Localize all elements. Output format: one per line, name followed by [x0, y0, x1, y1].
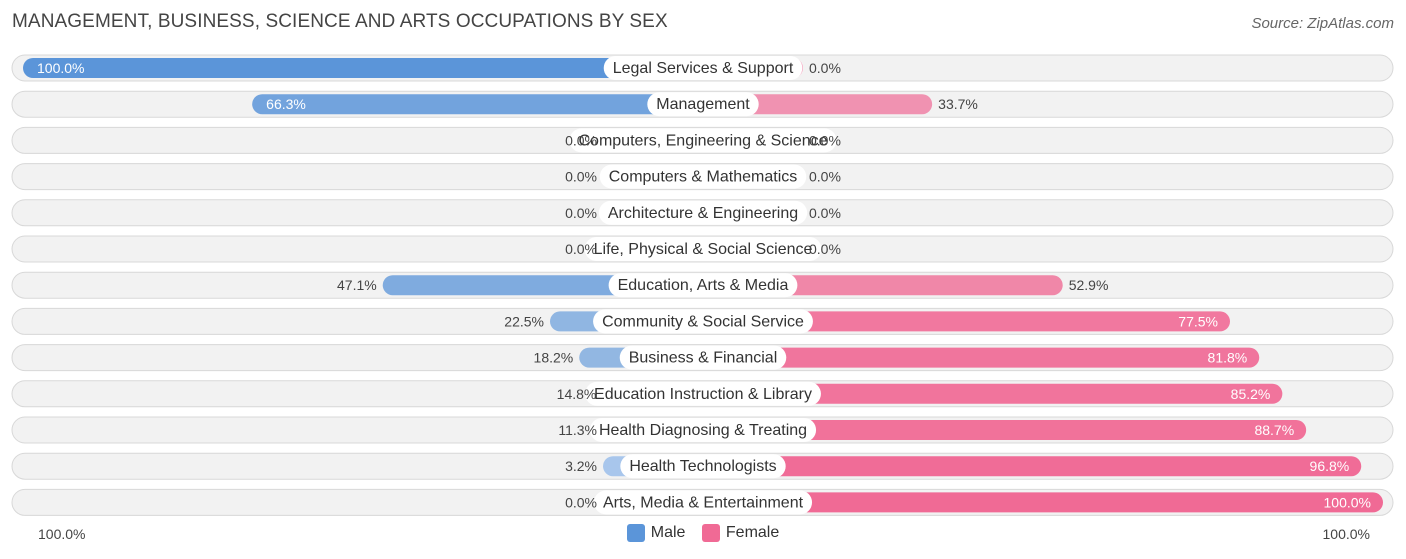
category-label: Education, Arts & Media: [618, 277, 789, 294]
category-label-pill: [598, 200, 808, 225]
male-value-label: 0.0%: [565, 132, 597, 148]
male-value-label: 0.0%: [565, 169, 597, 185]
male-value-label: 100.0%: [37, 60, 84, 76]
female-value-label: 85.2%: [1231, 386, 1271, 402]
diverging-bar-chart: Legal Services & Support 100.0% 0.0% Manage…: [11, 54, 1394, 516]
female-bar: [703, 94, 933, 115]
chart-title: MANAGEMENT, BUSINESS, SCIENCE AND ARTS O…: [12, 11, 668, 32]
category-label: Business & Financial: [629, 350, 778, 367]
female-value-label: 81.8%: [1208, 350, 1248, 366]
female-value-label: 0.0%: [809, 169, 841, 185]
category-label: Education Instruction & Library: [594, 386, 812, 403]
male-value-label: 47.1%: [337, 277, 377, 293]
category-label-pill: [619, 345, 787, 370]
male-bar: [252, 94, 703, 115]
category-label: Management: [656, 96, 750, 113]
female-bar: [703, 383, 1283, 404]
female-bar: [703, 420, 1307, 440]
male-value-label: 0.0%: [565, 205, 597, 221]
category-label: Community & Social Service: [602, 313, 804, 330]
legend-swatch-female: [701, 524, 720, 542]
category-label: Arts, Media & Entertainment: [603, 494, 804, 511]
category-label-pill: [593, 490, 813, 515]
category-label: Architecture & Engineering: [608, 205, 798, 222]
female-value-label: 96.8%: [1310, 458, 1350, 474]
female-bar: [703, 456, 1362, 477]
female-value-label: 33.7%: [938, 96, 978, 112]
male-value-label: 66.3%: [266, 96, 306, 112]
female-value-label: 0.0%: [809, 205, 841, 221]
female-value-label: 0.0%: [809, 241, 841, 257]
axis-right-label: 100.0%: [1322, 526, 1370, 542]
female-value-label: 0.0%: [809, 132, 841, 148]
category-label: Computers, Engineering & Science: [578, 132, 827, 149]
category-label-pill: [647, 92, 759, 117]
category-label-pill: [593, 309, 813, 334]
category-label: Computers & Mathematics: [609, 169, 798, 186]
female-value-label: 52.9%: [1069, 277, 1109, 293]
source-label: Source: ZipAtlas.com: [1251, 15, 1394, 32]
male-value-label: 22.5%: [504, 313, 544, 329]
legend-item-male[interactable]: Male: [626, 524, 686, 542]
category-label: Life, Physical & Social Science: [594, 241, 813, 258]
male-value-label: 18.2%: [534, 350, 574, 366]
female-value-label: 77.5%: [1178, 313, 1218, 329]
category-label: Health Diagnosing & Treating: [599, 422, 807, 439]
male-value-label: 14.8%: [557, 386, 597, 402]
category-label: Legal Services & Support: [613, 60, 794, 77]
category-label-pill: [585, 381, 821, 406]
male-value-label: 11.3%: [558, 422, 597, 438]
category-label-pill: [620, 454, 786, 479]
legend-item-female[interactable]: Female: [701, 524, 780, 542]
female-bar: [703, 492, 1383, 513]
category-label-pill: [584, 237, 822, 261]
category-label-pill: [608, 273, 798, 298]
male-value-label: 3.2%: [565, 458, 597, 474]
female-value-label: 88.7%: [1254, 422, 1294, 438]
category-label: Health Technologists: [629, 458, 776, 475]
legend-label-female: Female: [725, 524, 780, 541]
legend-swatch-male: [626, 524, 645, 542]
category-label-pill: [603, 56, 803, 80]
category-label-pill: [589, 418, 817, 442]
male-value-label: 0.0%: [565, 241, 597, 257]
female-bar: [703, 311, 1230, 332]
female-value-label: 0.0%: [809, 60, 841, 76]
axis-left-label: 100.0%: [38, 526, 86, 542]
female-bar: [703, 347, 1260, 368]
female-value-label: 100.0%: [1324, 494, 1371, 510]
legend: Male Female: [0, 524, 1406, 547]
male-bar: [23, 58, 703, 78]
category-label-pill: [599, 164, 807, 189]
category-label-pill: [569, 128, 837, 153]
legend-label-male: Male: [650, 524, 686, 541]
male-value-label: 0.0%: [565, 494, 597, 510]
